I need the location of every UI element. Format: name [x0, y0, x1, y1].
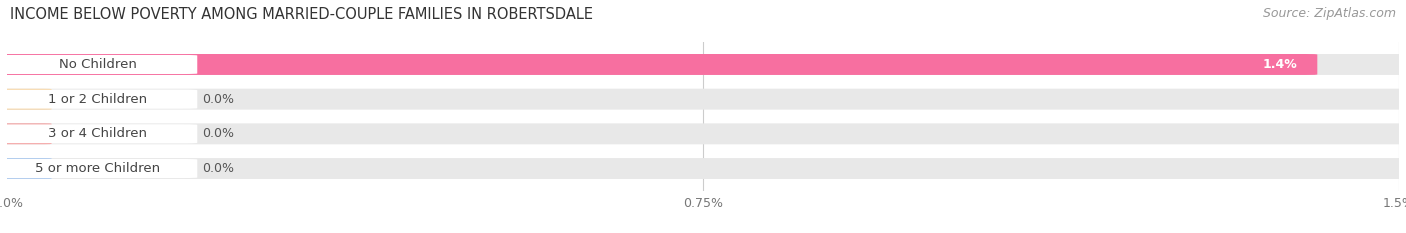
Text: 0.0%: 0.0% [202, 127, 233, 140]
FancyBboxPatch shape [0, 124, 197, 143]
FancyBboxPatch shape [0, 89, 52, 110]
FancyBboxPatch shape [0, 123, 1406, 144]
Text: 3 or 4 Children: 3 or 4 Children [48, 127, 148, 140]
Text: No Children: No Children [59, 58, 136, 71]
Text: 1.4%: 1.4% [1263, 58, 1296, 71]
Text: 5 or more Children: 5 or more Children [35, 162, 160, 175]
Text: 0.0%: 0.0% [202, 162, 233, 175]
FancyBboxPatch shape [0, 158, 52, 179]
Text: 1 or 2 Children: 1 or 2 Children [48, 93, 148, 106]
FancyBboxPatch shape [0, 54, 1317, 75]
FancyBboxPatch shape [0, 90, 197, 109]
Text: INCOME BELOW POVERTY AMONG MARRIED-COUPLE FAMILIES IN ROBERTSDALE: INCOME BELOW POVERTY AMONG MARRIED-COUPL… [10, 7, 593, 22]
FancyBboxPatch shape [0, 89, 1406, 110]
FancyBboxPatch shape [0, 54, 1406, 75]
FancyBboxPatch shape [0, 159, 197, 178]
FancyBboxPatch shape [0, 123, 52, 144]
FancyBboxPatch shape [0, 158, 1406, 179]
Text: Source: ZipAtlas.com: Source: ZipAtlas.com [1263, 7, 1396, 20]
FancyBboxPatch shape [0, 55, 197, 74]
Text: 0.0%: 0.0% [202, 93, 233, 106]
